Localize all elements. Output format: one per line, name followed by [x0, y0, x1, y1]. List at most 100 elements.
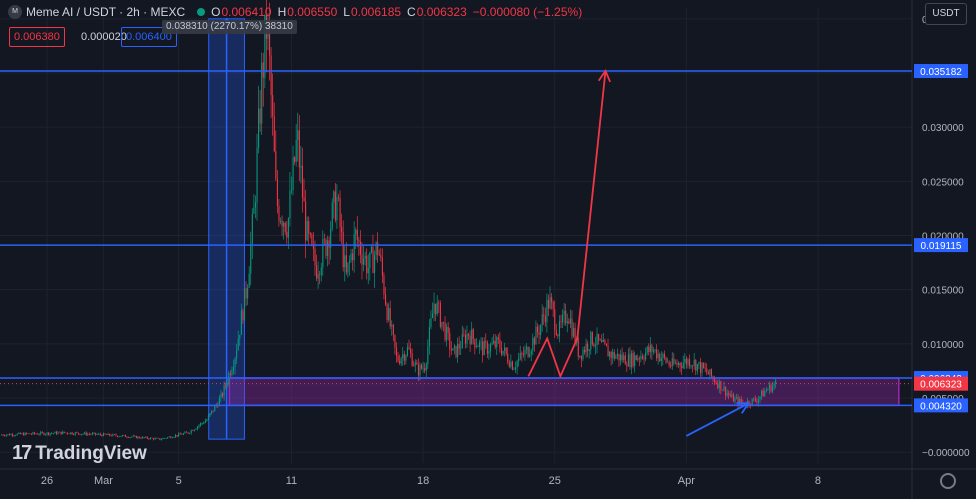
candle-body [605, 343, 608, 347]
trend-arrow-head [736, 402, 751, 414]
trend-arrow[interactable] [685, 402, 749, 437]
candle-body [442, 321, 445, 323]
level-label-bg [914, 398, 968, 413]
candle-body [710, 369, 713, 377]
candle-body [60, 431, 62, 435]
candle-body [552, 302, 554, 310]
grid [0, 8, 912, 463]
candle-body [461, 334, 463, 348]
candle-body [685, 358, 687, 365]
candle-body [621, 354, 623, 360]
x-tick-label: 5 [176, 475, 182, 487]
candle-body [378, 253, 380, 256]
candle-body [678, 363, 680, 365]
candle-body [352, 253, 354, 261]
candle-body [732, 394, 734, 402]
candle-body [560, 321, 562, 323]
candle-body [696, 364, 698, 371]
candle-body [129, 436, 131, 438]
candle-body [413, 365, 415, 367]
candle-body [29, 433, 31, 435]
candle-body [245, 288, 247, 299]
candle-body [339, 197, 341, 228]
candle-body [759, 396, 761, 400]
candle-body [19, 432, 21, 435]
projection-arrow-head [597, 68, 611, 83]
symbol-title[interactable]: Meme AI / USDT · 2h · MEXC [26, 5, 186, 19]
candle-body [469, 335, 471, 345]
candle-body [582, 349, 584, 360]
candle-body [173, 436, 175, 438]
candle-body [132, 435, 134, 437]
candle-body [10, 434, 12, 436]
candle-body [305, 201, 307, 241]
candle-body [102, 433, 105, 436]
sell-button[interactable]: 0.006380 [9, 27, 65, 47]
candle-body [723, 386, 725, 391]
candle-body [496, 337, 498, 347]
candle-body [767, 389, 769, 391]
tradingview-logo[interactable]: 17 TradingView [12, 442, 147, 465]
candle-body [21, 433, 23, 435]
candle-body [649, 345, 651, 353]
tradingview-mark-icon: 17 [12, 442, 32, 464]
candle-body [541, 314, 543, 326]
settings-gear-icon[interactable] [940, 473, 956, 489]
candle-body [381, 257, 383, 276]
candle-body [287, 218, 289, 238]
candle-body [146, 436, 148, 439]
candle-body [721, 390, 723, 391]
currency-button[interactable]: USDT [925, 3, 967, 25]
candle-body [596, 333, 598, 346]
candle-body [558, 321, 561, 337]
candle-body [489, 344, 492, 352]
candle-body [157, 438, 159, 439]
candle-body [317, 274, 319, 279]
candle-body [201, 423, 203, 424]
candle-body [737, 397, 739, 405]
candle-body [646, 346, 648, 353]
level-label: 0.035182 [920, 67, 962, 78]
candle-body [236, 350, 238, 359]
candle-body [707, 372, 709, 375]
y-tick-label: 0.015000 [922, 286, 964, 297]
candle-body [363, 258, 365, 265]
last-price-label-bg [914, 376, 968, 391]
candle-body [583, 349, 586, 353]
candle-body [167, 437, 169, 439]
candle-body [588, 349, 590, 351]
y-tick-label: 0.010000 [922, 340, 964, 351]
candle-body [314, 248, 316, 266]
candle-body [229, 373, 231, 375]
candle-body [753, 398, 755, 400]
candle-body [43, 432, 45, 435]
candle-body [366, 255, 368, 274]
candle-body [223, 384, 225, 397]
candle-body [535, 326, 537, 345]
candle-body [482, 341, 484, 356]
coin-logo-icon: M [8, 5, 22, 19]
candle-body [256, 147, 258, 203]
candle-body [395, 347, 398, 356]
candle-body [536, 326, 539, 333]
candle-body [670, 365, 672, 367]
candle-body [170, 436, 172, 438]
support-zone-box[interactable] [228, 377, 900, 407]
candle-body [79, 433, 81, 435]
candle-body [549, 297, 551, 309]
candle-body [488, 351, 490, 354]
projection-zigzag[interactable] [527, 70, 607, 379]
candle-body [62, 431, 64, 435]
candle-body [472, 329, 474, 340]
buy-button[interactable]: 0.006400 [121, 27, 177, 47]
candle-body [441, 321, 443, 327]
candle-body [165, 438, 167, 439]
candle-body [312, 244, 315, 249]
candle-body [613, 351, 615, 359]
candle-body [684, 358, 686, 363]
level-label-bg [914, 64, 968, 79]
candle-body [740, 398, 742, 403]
candle-body [348, 260, 351, 263]
candle-body [113, 434, 115, 435]
